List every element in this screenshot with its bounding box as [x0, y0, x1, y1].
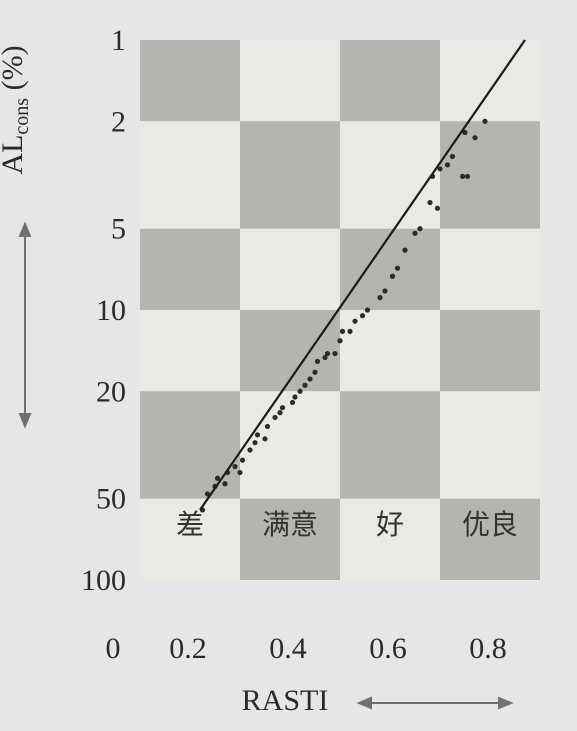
scatter-point — [465, 174, 470, 179]
scatter-point — [460, 174, 465, 179]
scatter-point — [472, 135, 477, 140]
scatter-point — [222, 481, 227, 486]
scatter-point — [265, 424, 270, 429]
scatter-point — [247, 447, 252, 452]
scatter-point — [340, 329, 345, 334]
y-tick-label: 100 — [81, 564, 126, 597]
scatter-point — [272, 415, 277, 420]
scatter-point — [297, 389, 302, 394]
quality-band-label: 好 — [376, 509, 404, 541]
scatter-point — [395, 266, 400, 271]
scatter-point — [232, 464, 237, 469]
chart-svg: 1 2 5 10 20 50 100 0 0.2 0.4 0.6 0.8 差 满意 好 优良 ALcons (%… — [0, 0, 577, 726]
y-tick-label: 50 — [96, 483, 126, 516]
x-axis-arrow-icon — [359, 698, 511, 708]
checker-cell — [340, 229, 440, 310]
scatter-point — [377, 295, 382, 300]
x-ticks: 0 0.2 0.4 0.6 0.8 — [106, 632, 507, 665]
scatter-point — [307, 376, 312, 381]
checker-cell — [440, 310, 540, 391]
scatter-point — [252, 440, 257, 445]
scatter-point — [280, 405, 285, 410]
checker-cell — [440, 121, 540, 228]
checker-cell — [440, 229, 540, 310]
scatter-point — [427, 200, 432, 205]
checker-cell — [340, 40, 440, 121]
checker-cell — [340, 391, 440, 498]
x-tick-label: 0.6 — [369, 632, 407, 665]
scatter-point — [315, 359, 320, 364]
checker-cell — [440, 40, 540, 121]
scatter-point — [292, 394, 297, 399]
scatter-point — [325, 351, 330, 356]
checker-cell — [140, 229, 240, 310]
scatter-point — [450, 154, 455, 159]
scatter-point — [445, 162, 450, 167]
y-tick-label: 2 — [111, 105, 126, 138]
scatter-point — [237, 470, 242, 475]
scatter-point — [240, 458, 245, 463]
chart: 1 2 5 10 20 50 100 0 0.2 0.4 0.6 0.8 差 满意 好 优良 ALcons (%… — [0, 0, 577, 726]
x-axis-label: RASTI — [242, 684, 329, 717]
x-tick-label: 0 — [106, 632, 121, 665]
scatter-point — [255, 432, 260, 437]
quality-band-label: 优良 — [462, 509, 518, 541]
y-axis-arrow-icon — [20, 224, 30, 426]
scatter-point — [360, 313, 365, 318]
scatter-point — [290, 400, 295, 405]
scatter-point — [347, 329, 352, 334]
y-tick-label: 20 — [96, 375, 126, 408]
scatter-point — [262, 436, 267, 441]
checker-cell — [240, 121, 340, 228]
scatter-point — [302, 383, 307, 388]
checker-cell — [340, 121, 440, 228]
scatter-point — [402, 248, 407, 253]
checker-cell — [240, 40, 340, 121]
quality-band-label: 差 — [176, 509, 204, 541]
scatter-point — [337, 338, 342, 343]
y-axis-label: ALcons (%) — [0, 45, 33, 174]
scatter-point — [482, 119, 487, 124]
scatter-point — [365, 307, 370, 312]
checker-cell — [140, 40, 240, 121]
checker-cell — [140, 310, 240, 391]
scatter-point — [435, 206, 440, 211]
scatter-point — [352, 319, 357, 324]
y-tick-label: 1 — [111, 24, 126, 57]
x-tick-label: 0.8 — [469, 632, 507, 665]
scatter-point — [312, 370, 317, 375]
x-tick-label: 0.2 — [169, 632, 207, 665]
checker-cell — [240, 229, 340, 310]
scatter-point — [382, 288, 387, 293]
x-tick-label: 0.4 — [269, 632, 307, 665]
checker-cell — [440, 391, 540, 498]
scatter-point — [390, 274, 395, 279]
checker-cell — [140, 121, 240, 228]
checker-grid — [140, 40, 540, 580]
scatter-point — [412, 231, 417, 236]
y-tick-label: 10 — [96, 294, 126, 327]
y-ticks: 1 2 5 10 20 50 100 — [81, 24, 126, 597]
y-tick-label: 5 — [111, 213, 126, 246]
scatter-point — [417, 226, 422, 231]
scatter-point — [332, 351, 337, 356]
scatter-point — [277, 410, 282, 415]
quality-band-label: 满意 — [262, 509, 318, 541]
